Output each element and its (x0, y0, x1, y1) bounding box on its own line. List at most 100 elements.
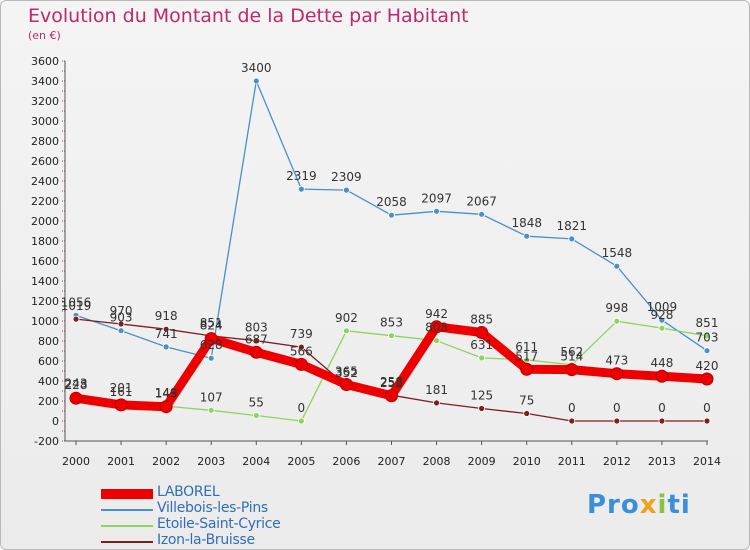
series-point-3 (72, 315, 80, 323)
y-tick-label: 200 (38, 395, 59, 408)
series-point-0 (430, 320, 444, 334)
y-tick-label: 2600 (31, 155, 59, 168)
series-point-1 (478, 210, 486, 218)
data-label: 0 (703, 401, 711, 415)
series-point-2 (703, 332, 711, 340)
series-point-3 (523, 410, 531, 417)
data-label: 181 (425, 383, 448, 397)
legend-swatch-izon (101, 541, 153, 543)
legend-label-etoile: Etoile-Saint-Cyrice (157, 516, 281, 532)
data-label: 3400 (241, 61, 272, 75)
data-label: 420 (696, 359, 719, 373)
series-point-3 (613, 417, 621, 425)
series-point-3 (433, 399, 440, 407)
x-tick-label: 2005 (287, 455, 315, 468)
data-label: 2067 (466, 194, 497, 208)
y-tick-label: 3200 (31, 95, 59, 108)
y-tick-label: 2000 (31, 215, 59, 228)
x-tick-label: 2008 (423, 455, 451, 468)
chart-title: Evolution du Montant de la Dette par Hab… (28, 5, 469, 27)
legend-label-villebois: Villebois-les-Pins (157, 500, 268, 516)
legend-label-izon: Izon-la-Bruisse (157, 532, 255, 548)
y-tick-label: 3600 (31, 55, 59, 68)
data-label: 243 (65, 377, 88, 391)
data-label: 885 (470, 313, 493, 327)
series-point-0 (69, 391, 83, 405)
series-point-3 (117, 320, 125, 328)
data-label: 687 (245, 332, 268, 346)
data-label: 1009 (647, 300, 678, 314)
series-point-1 (388, 211, 395, 219)
series-point-0 (114, 398, 128, 412)
series-point-0 (159, 400, 173, 414)
x-tick-label: 2012 (603, 455, 631, 468)
series-point-2 (658, 324, 666, 332)
data-label: 514 (560, 350, 583, 364)
x-tick-label: 2011 (558, 455, 586, 468)
series-point-3 (658, 417, 666, 425)
data-label: 918 (155, 309, 178, 323)
series-point-1 (343, 186, 350, 194)
x-tick-label: 2014 (693, 455, 721, 468)
data-label: 853 (380, 316, 403, 330)
series-point-3 (297, 343, 305, 351)
legend-swatch-villebois (101, 509, 153, 511)
series-point-0 (700, 372, 714, 386)
x-tick-label: 2003 (197, 455, 225, 468)
series-point-2 (343, 327, 350, 335)
chart-subtitle: (en €) (28, 29, 61, 42)
y-tick-label: 1200 (31, 295, 59, 308)
y-tick-label: 400 (38, 375, 59, 388)
series-point-3 (162, 325, 170, 333)
x-tick-label: 2009 (468, 455, 496, 468)
data-label: 631 (470, 338, 493, 352)
data-label: 824 (200, 319, 223, 333)
data-label: 1848 (511, 216, 542, 230)
data-label: 228 (65, 378, 88, 392)
series-point-1 (207, 354, 215, 362)
data-label: 125 (470, 389, 493, 403)
data-label: 517 (515, 349, 538, 363)
x-tick-label: 2000 (62, 455, 90, 468)
data-label: 803 (425, 321, 448, 335)
series-point-2 (388, 332, 395, 340)
data-label: 566 (290, 344, 313, 358)
series-point-1 (703, 347, 711, 355)
x-tick-label: 2010 (513, 455, 541, 468)
series-point-2 (297, 417, 305, 425)
series-point-2 (433, 337, 440, 345)
data-label: 0 (568, 401, 576, 415)
data-label: 739 (290, 327, 313, 341)
series-point-3 (478, 405, 486, 412)
data-label: 149 (155, 386, 178, 400)
series-point-0 (520, 362, 534, 376)
y-tick-label: 2800 (31, 135, 59, 148)
y-tick-label: 1400 (31, 275, 59, 288)
series-point-0 (249, 345, 263, 359)
data-label: 998 (605, 301, 628, 315)
data-label: 902 (335, 311, 358, 325)
series-point-1 (433, 207, 440, 215)
data-label: 0 (298, 401, 306, 415)
chart-data-labels: 228 161 143 824 687 566 365 252 942 885 517 514 473 4… (61, 61, 719, 415)
data-label: 201 (110, 381, 133, 395)
data-label: 1548 (602, 246, 633, 260)
series-point-1 (523, 232, 531, 240)
data-label: 55 (249, 396, 264, 410)
series-point-2 (207, 406, 215, 414)
series-point-0 (565, 363, 579, 377)
series-point-3 (703, 417, 711, 425)
data-label: 1056 (61, 295, 92, 309)
data-label: 143 (155, 387, 178, 401)
data-label: 851 (200, 316, 223, 330)
x-tick-label: 2007 (378, 455, 406, 468)
data-label: 628 (200, 338, 223, 352)
data-label: 252 (380, 376, 403, 390)
x-tick-label: 2013 (648, 455, 676, 468)
data-label: 928 (650, 308, 673, 322)
series-point-1 (568, 235, 576, 243)
series-point-0 (610, 367, 624, 381)
y-tick-label: 800 (38, 335, 59, 348)
